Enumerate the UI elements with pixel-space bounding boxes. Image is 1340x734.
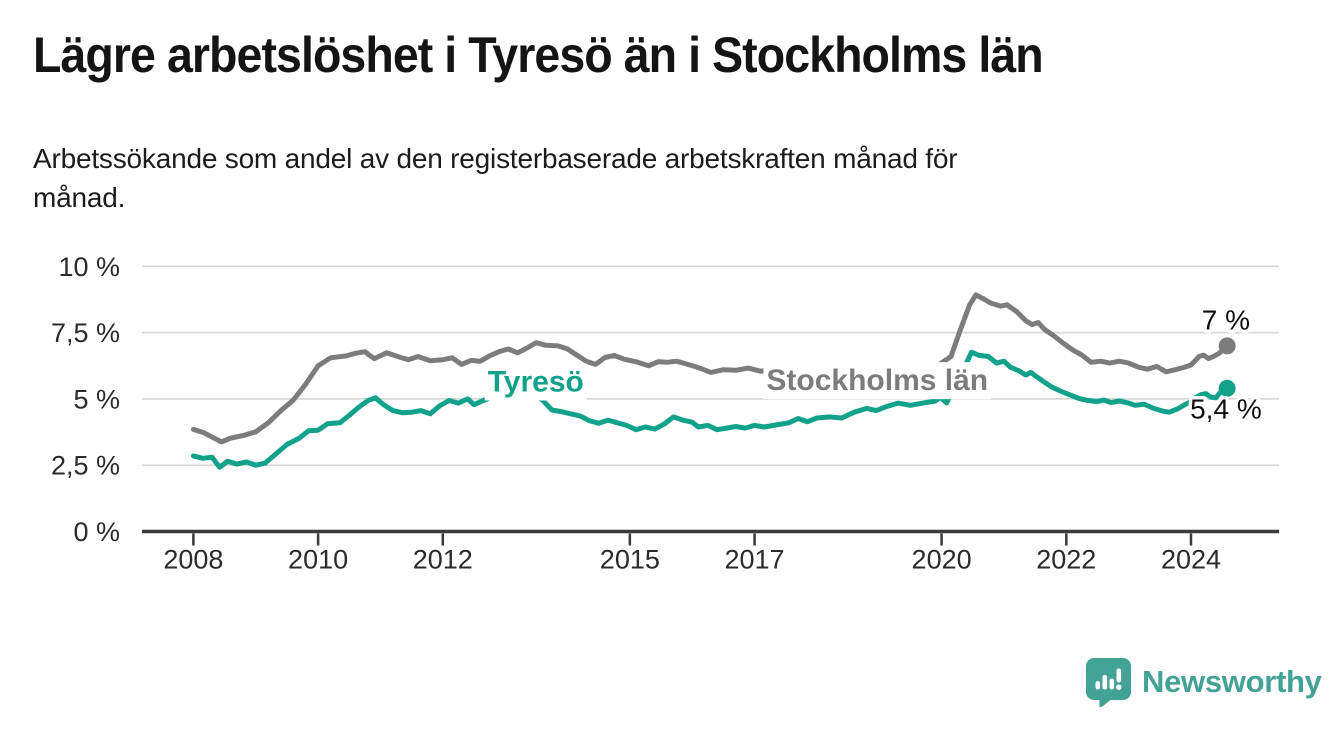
x-axis-label: 2010 [288, 545, 348, 575]
y-axis-label: 7,5 % [51, 318, 120, 348]
y-axis-label: 0 % [73, 517, 120, 547]
x-axis-label: 2012 [413, 545, 473, 575]
series-label: Stockholms län [766, 364, 988, 397]
x-axis-label: 2020 [912, 545, 972, 575]
subtitle-line-2: månad. [33, 182, 126, 213]
series-label-backdrop [484, 363, 587, 401]
latest-value-label: 7 % [1202, 304, 1250, 335]
y-axis-label: 10 % [58, 252, 120, 282]
x-axis-label: 2008 [163, 545, 223, 575]
x-axis-label: 2024 [1161, 545, 1221, 575]
x-axis-label: 2022 [1036, 545, 1096, 575]
chart-subtitle: Arbetssökande som andel av den registerb… [33, 139, 958, 217]
series-line-tyres- [190, 349, 1230, 470]
latest-value-label: 5,4 % [1190, 394, 1262, 425]
latest-value-dot [1218, 337, 1236, 355]
x-axis-label: 2015 [600, 545, 660, 575]
series-label: Tyresö [488, 365, 584, 398]
series-label-backdrop [763, 362, 992, 400]
latest-value-dot [1218, 379, 1236, 397]
newsworthy-logo-text: Newsworthy [1142, 664, 1322, 699]
y-axis-label: 5 % [73, 384, 120, 414]
x-axis-label: 2017 [725, 545, 785, 575]
subtitle-line-1: Arbetssökande som andel av den registerb… [33, 143, 958, 174]
series-line-stockholms-l-n [190, 292, 1230, 445]
newsworthy-speech-bubble-bar-chart-icon [1086, 658, 1131, 707]
y-axis-label: 2,5 % [51, 451, 120, 481]
page-title: Lägre arbetslöshet i Tyresö än i Stockho… [33, 27, 1044, 83]
newsworthy-branding: Newsworthy [1085, 657, 1322, 707]
